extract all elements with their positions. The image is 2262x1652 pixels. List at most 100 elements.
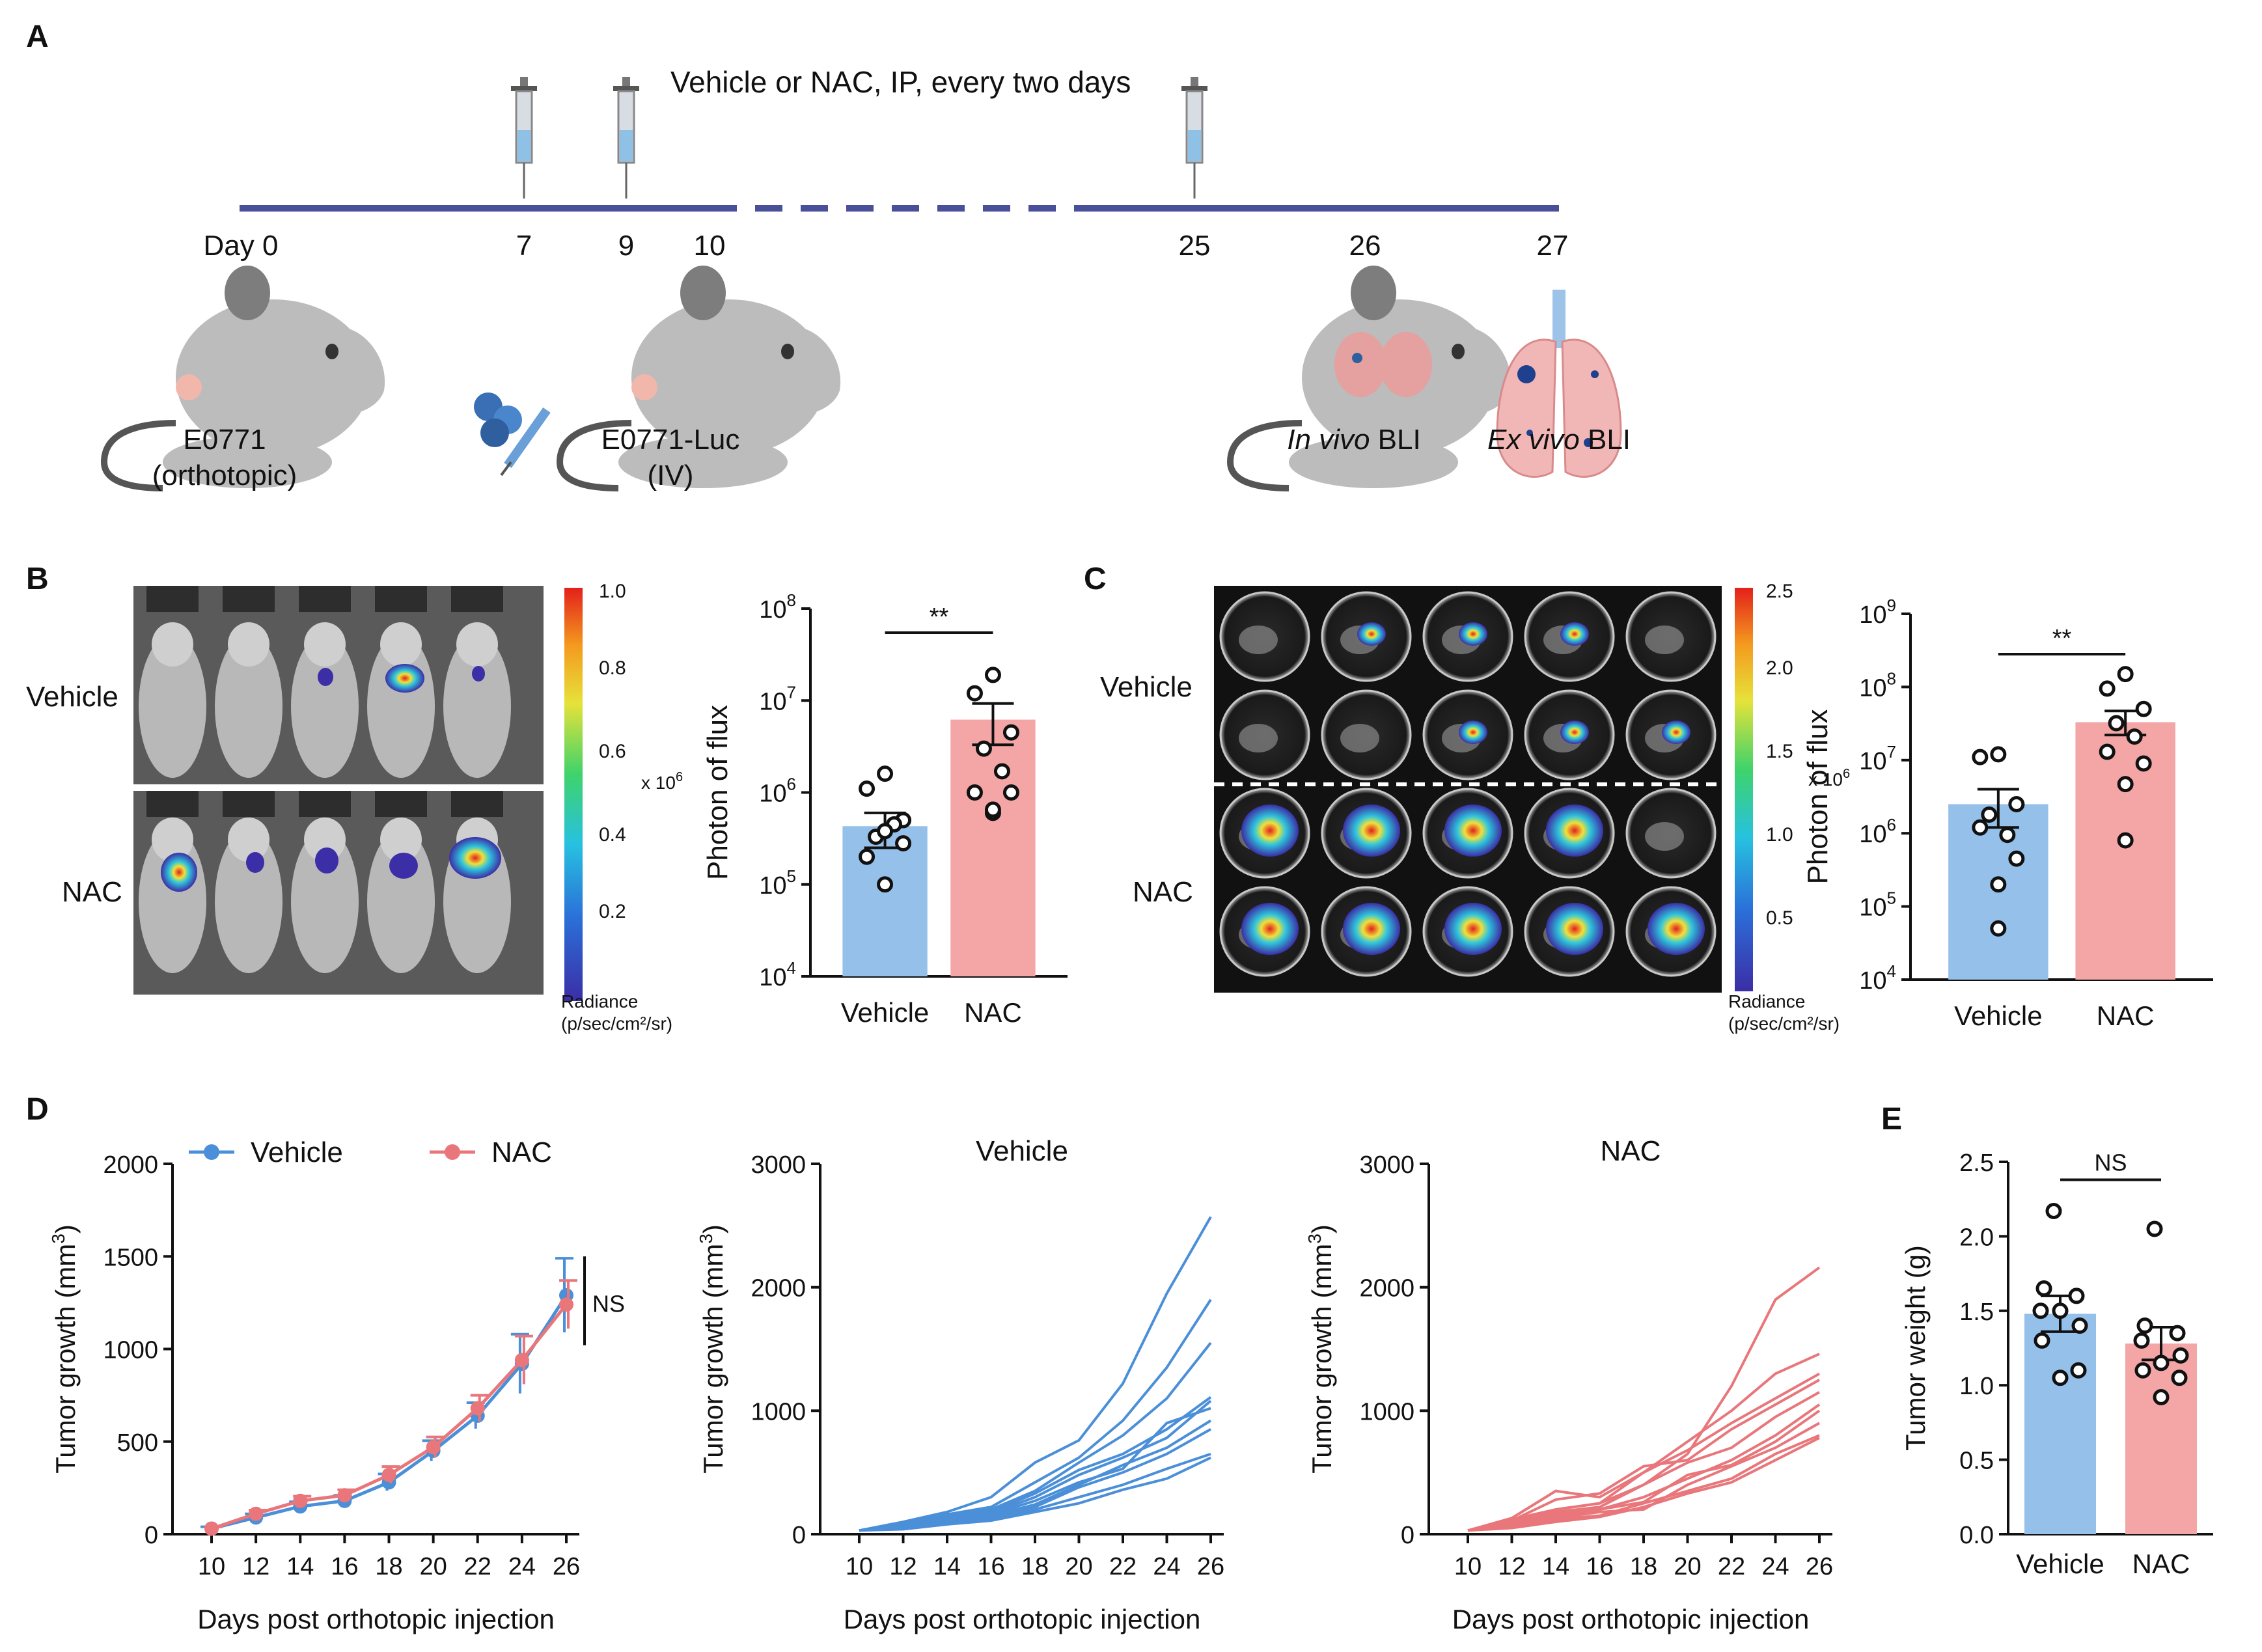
x-tick-label-0: Vehicle [841, 997, 929, 1028]
y-tick-exp-3: 7 [787, 682, 796, 702]
exvivo-italic: Ex vivo [1487, 424, 1580, 456]
y-axis-label-sup: 3 [696, 1233, 716, 1244]
data-point-1-6 [2135, 755, 2152, 772]
ns-label: NS [592, 1290, 625, 1317]
y-tick-exp-3: 7 [1887, 742, 1896, 762]
x-tick-label-5: 20 [1065, 1553, 1092, 1580]
chart-D2: 0 1000 2000 3000 10 12 14 16 18 20 22 24 26 Days post… [696, 1135, 1224, 1634]
panel-e-letter: E [1881, 1102, 1902, 1136]
significance-label: ** [2052, 625, 2072, 652]
y-axis-label-sup: 3 [1304, 1233, 1325, 1244]
y-tick-exp-2: 6 [787, 775, 796, 794]
invivo-bli-image [133, 586, 544, 995]
dish-18 [1524, 886, 1615, 977]
data-point-1-1 [2099, 680, 2116, 697]
x-tick-label-6: 22 [464, 1553, 491, 1580]
chart-D3: 0 1000 2000 3000 10 12 14 16 18 20 22 24 26 Days post… [1304, 1135, 1833, 1634]
y-tick-label-2: 2000 [1359, 1275, 1414, 1302]
y-tick-base-2: 10 [1859, 821, 1886, 848]
day-label-0: Day 0 [204, 230, 279, 262]
y-tick-base-1: 10 [1859, 894, 1886, 922]
y-tick-label-4: 108 [759, 590, 796, 624]
dish-14 [1625, 788, 1717, 879]
y-axis-label-post: ) [1306, 1224, 1337, 1233]
series-line-2 [859, 1342, 1212, 1532]
x-tick-label-0: 10 [846, 1553, 873, 1580]
b-cbar-unit-exp: 6 [676, 770, 683, 784]
x-tick-label-1: NAC [2097, 1000, 2155, 1031]
x-tick-label-1: 12 [1498, 1553, 1525, 1580]
y-tick-label-0: 0 [1401, 1522, 1414, 1549]
dish-15 [1219, 886, 1310, 977]
y-tick-label-2: 2000 [751, 1275, 806, 1302]
bar-nac [2075, 722, 2175, 980]
dish-16 [1321, 886, 1412, 977]
c-cbar-tick-4: 1.0 [1766, 824, 1793, 846]
legend-label-0: Vehicle [251, 1136, 343, 1168]
x-tick-label-7: 24 [508, 1553, 536, 1580]
data-point-1-4 [2172, 1347, 2189, 1364]
y-axis-label-pre: Tumor growth (mm [1306, 1244, 1337, 1474]
x-tick-label-1: 12 [242, 1553, 269, 1580]
series-line-0 [859, 1216, 1212, 1532]
data-point-1-4 [2126, 728, 2143, 745]
data-point-0-1 [1972, 749, 1989, 765]
data-point-1-7 [2117, 776, 2134, 793]
y-tick-label-1: 105 [1859, 888, 1896, 922]
panel-b-nac-label: NAC [62, 876, 122, 908]
data-point-0-2 [2068, 1287, 2085, 1304]
data-point-0-0 [1990, 746, 2007, 763]
exvivo-bli-label: Ex vivo BLI [1487, 424, 1631, 456]
y-tick-label-3: 107 [1859, 742, 1896, 775]
data-point-0-6 [2008, 850, 2025, 867]
dish-1 [1321, 591, 1412, 682]
y-tick-base-0: 10 [1859, 967, 1886, 995]
dish-10 [1219, 788, 1310, 879]
y-tick-label-4: 2.0 [1959, 1224, 1994, 1251]
y-tick-label-3: 1500 [103, 1244, 158, 1271]
data-point-1-3 [2108, 715, 2125, 732]
series-point-1-8 [559, 1297, 573, 1312]
y-axis-label: Photon of flux [1802, 709, 1834, 884]
data-point-0-3 [1981, 806, 1998, 823]
dish-2 [1422, 591, 1513, 682]
x-tick-label-8: 26 [553, 1553, 580, 1580]
mouse-silhouette-1 [215, 586, 283, 778]
mouse-icon-orthotopic [100, 266, 385, 491]
series-line-6 [859, 1419, 1212, 1532]
legend-marker-1 [445, 1144, 460, 1160]
y-tick-label-3: 107 [759, 682, 796, 715]
syringe-icon-0 [511, 77, 537, 199]
x-tick-label-0: 10 [198, 1553, 225, 1580]
b-cbar-tick-1: 1.0 [599, 581, 626, 602]
data-point-1-3 [2133, 1332, 2150, 1349]
y-tick-exp-5: 9 [1887, 596, 1896, 615]
exvivo-bli-image [1214, 586, 1722, 993]
y-axis-label: Tumor growth (mm3) [696, 1224, 728, 1474]
x-axis-label: Days post orthotopic injection [844, 1604, 1201, 1634]
b-cbar-tick-3: 0.6 [599, 741, 626, 762]
y-tick-exp-1: 5 [787, 866, 796, 886]
b-cbar-unit-base: x 10 [641, 773, 676, 793]
y-tick-exp-0: 4 [1887, 961, 1896, 981]
dish-7 [1422, 689, 1513, 780]
y-tick-exp-2: 6 [1887, 815, 1896, 834]
mouse-icon-invivo [1226, 266, 1511, 491]
day-label-26: 26 [1349, 230, 1381, 262]
y-tick-base-1: 10 [759, 872, 786, 900]
data-point-1-1 [2136, 1317, 2153, 1334]
y-tick-base-3: 10 [759, 688, 786, 715]
y-tick-label-2: 106 [759, 775, 796, 808]
series-point-1-7 [514, 1353, 529, 1368]
x-tick-label-1: 12 [889, 1553, 917, 1580]
dish-17 [1422, 886, 1513, 977]
bar-nac [950, 719, 1036, 976]
day-label-10: 10 [694, 230, 726, 262]
day-label-9: 9 [618, 230, 634, 262]
dish-6 [1321, 689, 1412, 780]
y-tick-label-0: 0 [792, 1522, 806, 1549]
chart-D1: 0 500 1000 1500 2000 10 12 14 16 18 20 22 24 26 Days p… [48, 1136, 625, 1634]
y-axis-label-pre: Tumor growth (mm [698, 1244, 728, 1474]
